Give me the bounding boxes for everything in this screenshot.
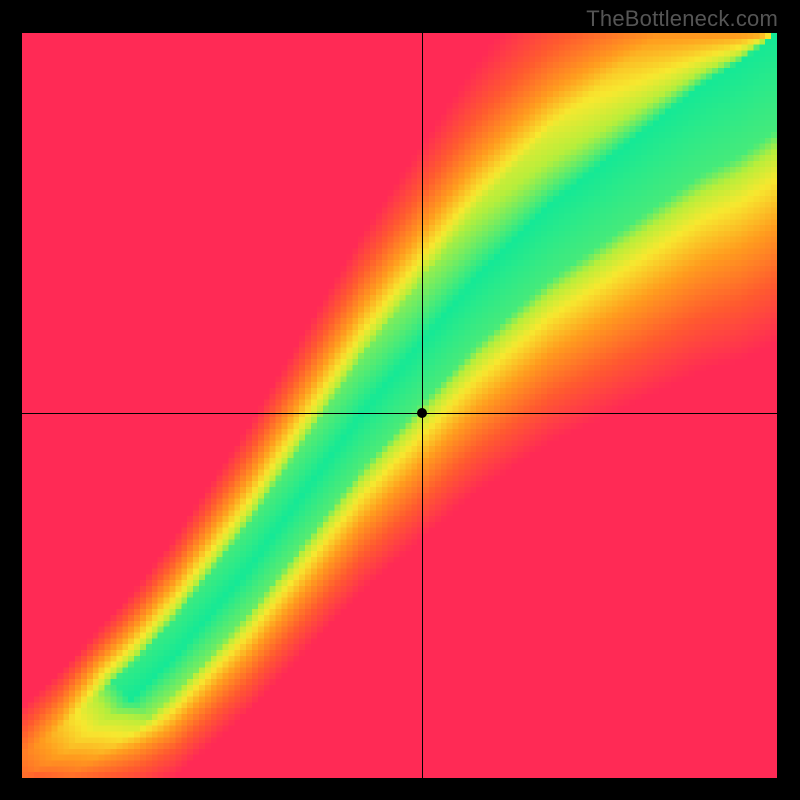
plot-area (22, 33, 777, 778)
watermark-text: TheBottleneck.com (586, 6, 778, 32)
bottleneck-heatmap (22, 33, 777, 778)
crosshair-horizontal (22, 413, 777, 414)
crosshair-vertical (422, 33, 423, 778)
